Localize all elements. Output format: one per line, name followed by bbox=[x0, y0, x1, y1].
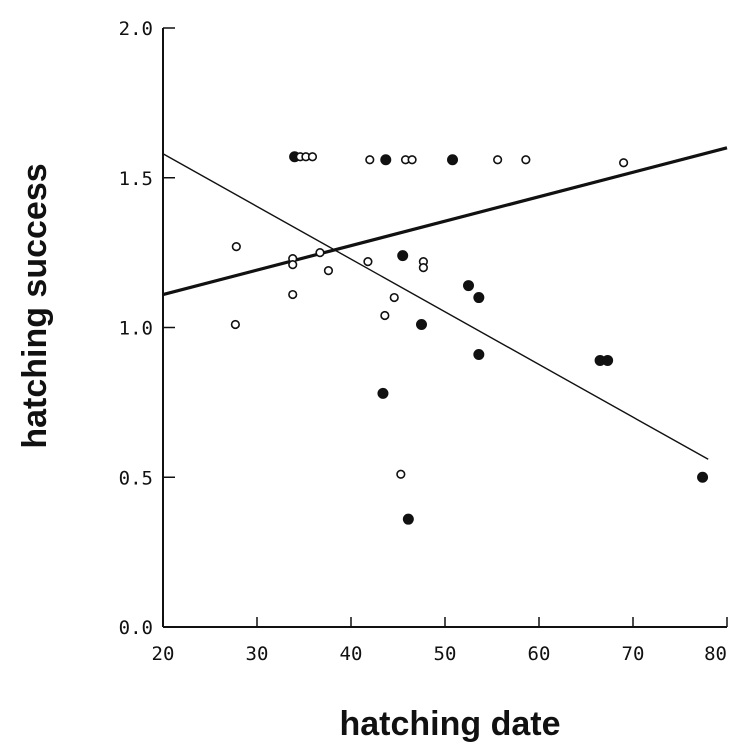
x-axis-title: hatching date bbox=[339, 705, 560, 743]
open-data-point bbox=[288, 289, 298, 300]
axes bbox=[162, 28, 727, 628]
open-data-point bbox=[288, 260, 298, 270]
filled-data-point bbox=[473, 348, 485, 360]
open-data-point bbox=[307, 152, 318, 162]
open-data-point bbox=[363, 257, 373, 267]
open-data-point bbox=[231, 242, 241, 252]
tick-labels: 20 30 40 50 60 70 80 0.0 0.5 1.0 1.5 2.0 bbox=[119, 18, 727, 665]
y-tick-label: 0.0 bbox=[119, 617, 153, 639]
x-tick-label: 80 bbox=[704, 643, 727, 665]
filled-data-point bbox=[416, 319, 427, 331]
x-tick-label: 70 bbox=[622, 643, 645, 665]
x-tick-label: 50 bbox=[434, 643, 457, 665]
filled-data-point bbox=[377, 387, 389, 399]
open-data-point bbox=[365, 155, 375, 165]
open-data-point bbox=[380, 310, 390, 321]
regression-line-thin bbox=[162, 153, 709, 460]
open-data-point bbox=[618, 158, 629, 168]
filled-data-point bbox=[602, 354, 614, 366]
open-data-point bbox=[230, 319, 240, 330]
open-data-point bbox=[407, 155, 417, 165]
filled-data-point bbox=[402, 513, 414, 525]
open-data-point bbox=[396, 469, 406, 479]
y-tick-label: 1.0 bbox=[119, 318, 153, 340]
filled-data-point bbox=[473, 292, 485, 304]
open-data-point bbox=[389, 292, 399, 303]
filled-data-point bbox=[697, 471, 709, 483]
data-points bbox=[230, 151, 709, 525]
y-tick-label: 0.5 bbox=[119, 467, 153, 489]
fit-lines bbox=[162, 146, 728, 460]
filled-data-point bbox=[380, 154, 392, 166]
y-tick-label: 1.5 bbox=[119, 168, 153, 190]
x-tick-label: 40 bbox=[340, 643, 363, 665]
y-tick-label: 2.0 bbox=[119, 18, 153, 40]
x-tick-label: 30 bbox=[246, 643, 269, 665]
open-data-point bbox=[521, 155, 531, 165]
filled-data-point bbox=[397, 250, 409, 262]
filled-data-point bbox=[447, 154, 459, 166]
open-data-point bbox=[493, 155, 503, 165]
x-tick-label: 20 bbox=[152, 643, 175, 665]
y-axis-title: hatching success bbox=[16, 163, 54, 448]
filled-data-point bbox=[463, 280, 474, 292]
open-data-point bbox=[315, 248, 325, 258]
x-tick-label: 60 bbox=[528, 643, 551, 665]
ticks bbox=[162, 27, 728, 628]
open-data-point bbox=[323, 265, 334, 276]
regression-line-thick bbox=[162, 146, 728, 297]
open-data-point bbox=[418, 263, 428, 273]
